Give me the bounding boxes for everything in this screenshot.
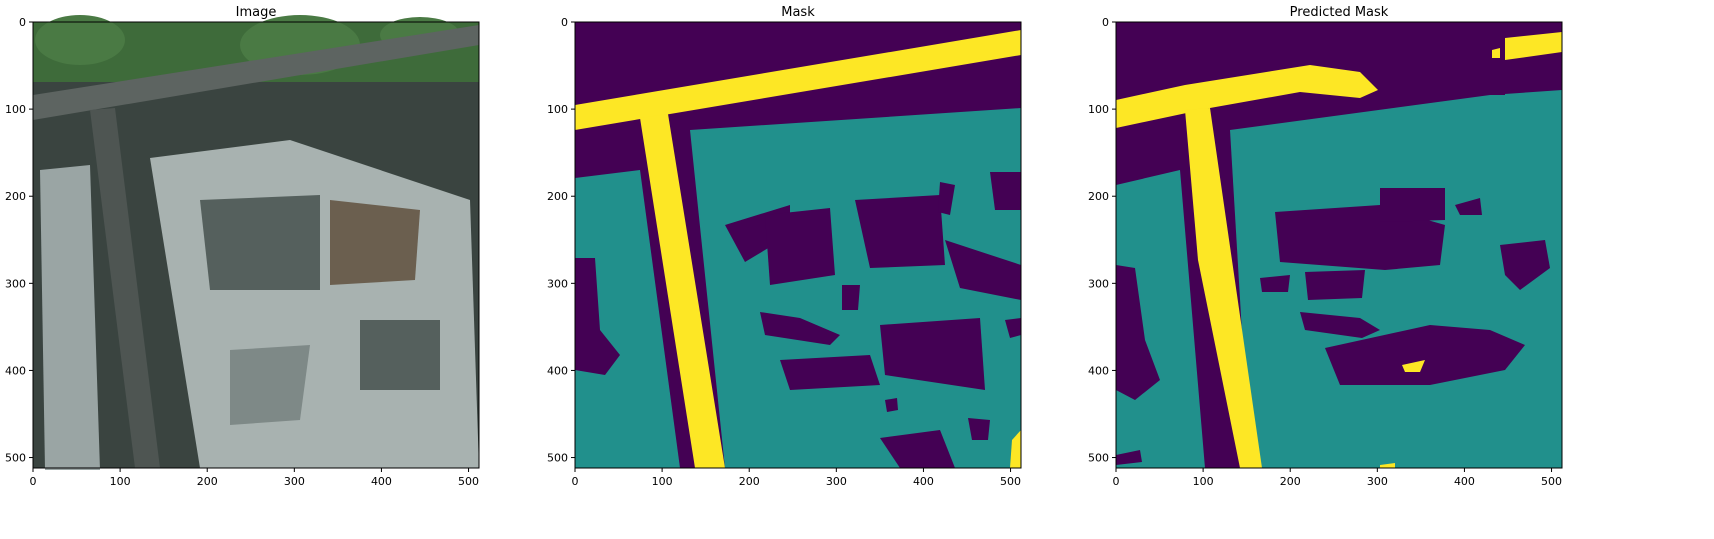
predicted-mask [1116,22,1562,468]
x-tick-label: 500 [1541,475,1562,488]
y-tick-label: 0 [561,16,568,29]
aerial-photo [33,15,479,470]
y-tick-label: 300 [5,277,26,290]
y-tick-label: 300 [1088,277,1109,290]
mask-ticks: 0 100 200 300 400 500 0 100 200 300 400 500 [547,16,1021,488]
x-tick-label: 100 [1193,475,1214,488]
y-tick-label: 300 [547,277,568,290]
y-tick-label: 100 [1088,103,1109,116]
x-tick-label: 100 [652,475,673,488]
y-tick-label: 200 [1088,190,1109,203]
x-tick-label: 200 [197,475,218,488]
x-tick-label: 500 [458,475,479,488]
x-tick-label: 300 [284,475,305,488]
y-tick-label: 500 [547,452,568,465]
x-tick-label: 200 [739,475,760,488]
image-ticks: 0 100 200 300 400 500 0 100 200 300 400 500 [5,16,479,488]
x-tick-label: 400 [913,475,934,488]
image-axes-frame [32,21,480,469]
y-tick-label: 400 [547,364,568,377]
x-tick-label: 300 [826,475,847,488]
y-tick-label: 200 [5,190,26,203]
x-tick-label: 300 [1367,475,1388,488]
x-tick-label: 100 [110,475,131,488]
y-tick-label: 400 [1088,364,1109,377]
y-tick-label: 200 [547,190,568,203]
y-tick-label: 0 [1102,16,1109,29]
predicted-panel-title: Predicted Mask [1290,5,1389,20]
x-tick-label: 0 [30,475,37,488]
predicted-panel: Predicted Mask 0 100 200 300 40 [1088,5,1563,488]
x-tick-label: 500 [1000,475,1021,488]
y-tick-label: 500 [1088,452,1109,465]
x-tick-label: 200 [1280,475,1301,488]
y-tick-label: 0 [19,16,26,29]
ground-truth-mask [575,22,1021,468]
y-tick-label: 100 [5,103,26,116]
predicted-ticks: 0 100 200 300 400 500 0 100 200 300 400 500 [1088,16,1562,488]
mask-panel-title: Mask [781,5,815,20]
x-tick-label: 0 [1113,475,1120,488]
x-tick-label: 400 [1454,475,1475,488]
x-tick-label: 400 [371,475,392,488]
y-tick-label: 500 [5,452,26,465]
image-panel-title: Image [236,5,277,20]
y-tick-label: 100 [547,103,568,116]
predicted-axes-frame [1115,21,1563,469]
y-tick-label: 400 [5,364,26,377]
mask-axes-frame [574,21,1022,469]
image-panel: Image 0 100 200 300 400 500 0 100 200 300 400 500 [5,5,480,488]
x-tick-label: 0 [572,475,579,488]
mask-panel: Mask 0 100 200 3 [547,5,1022,488]
